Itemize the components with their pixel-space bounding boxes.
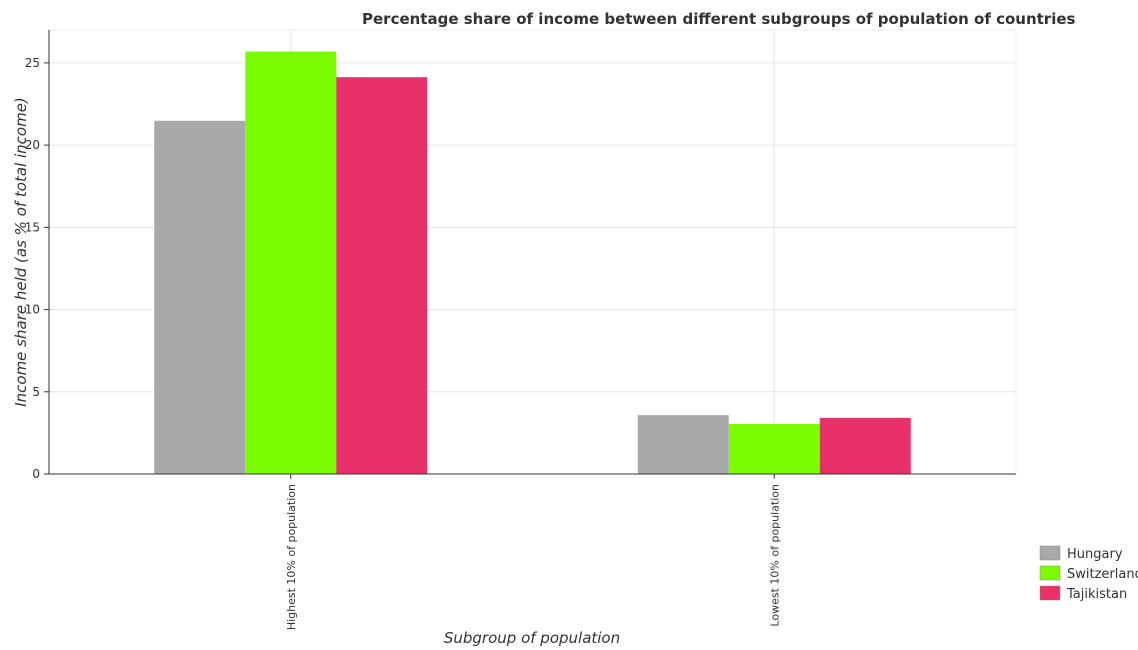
legend-label-tajikistan: Tajikistan	[1066, 587, 1127, 602]
chart-title: Percentage share of income between diffe…	[362, 10, 1076, 28]
bars	[154, 51, 911, 475]
y-axis-label: Income share held (as % of total income)	[12, 97, 30, 407]
y-tick-label: 10	[25, 303, 40, 317]
legend-label-switzerland: Switzerland	[1067, 567, 1138, 582]
y-axis: 0 5 10 15 20 25	[25, 30, 50, 481]
legend: Hungary Switzerland Tajikistan	[1039, 545, 1138, 602]
bar-hungary	[637, 415, 729, 474]
bar-switzerland	[728, 424, 820, 474]
x-axis: Highest 10% of population Lowest 10% of p…	[49, 473, 1016, 630]
bar-switzerland	[245, 51, 337, 474]
x-axis-label: Subgroup of population	[444, 629, 620, 647]
y-tick-label: 25	[25, 56, 40, 70]
y-tick-label: 5	[32, 385, 40, 399]
y-tick-label: 15	[25, 220, 40, 234]
bar-tajikistan	[819, 417, 911, 474]
x-tick-label: Lowest 10% of population	[768, 484, 781, 627]
bar-hungary	[154, 120, 246, 475]
y-tick-label: 0	[32, 467, 40, 481]
y-tick-label: 20	[25, 138, 40, 152]
x-tick-label: Highest 10% of population	[285, 484, 298, 630]
legend-swatch-switzerland	[1039, 565, 1061, 581]
legend-swatch-tajikistan	[1039, 585, 1061, 601]
legend-label-hungary: Hungary	[1067, 547, 1123, 562]
bar-tajikistan	[336, 77, 428, 474]
legend-swatch-hungary	[1039, 545, 1061, 561]
